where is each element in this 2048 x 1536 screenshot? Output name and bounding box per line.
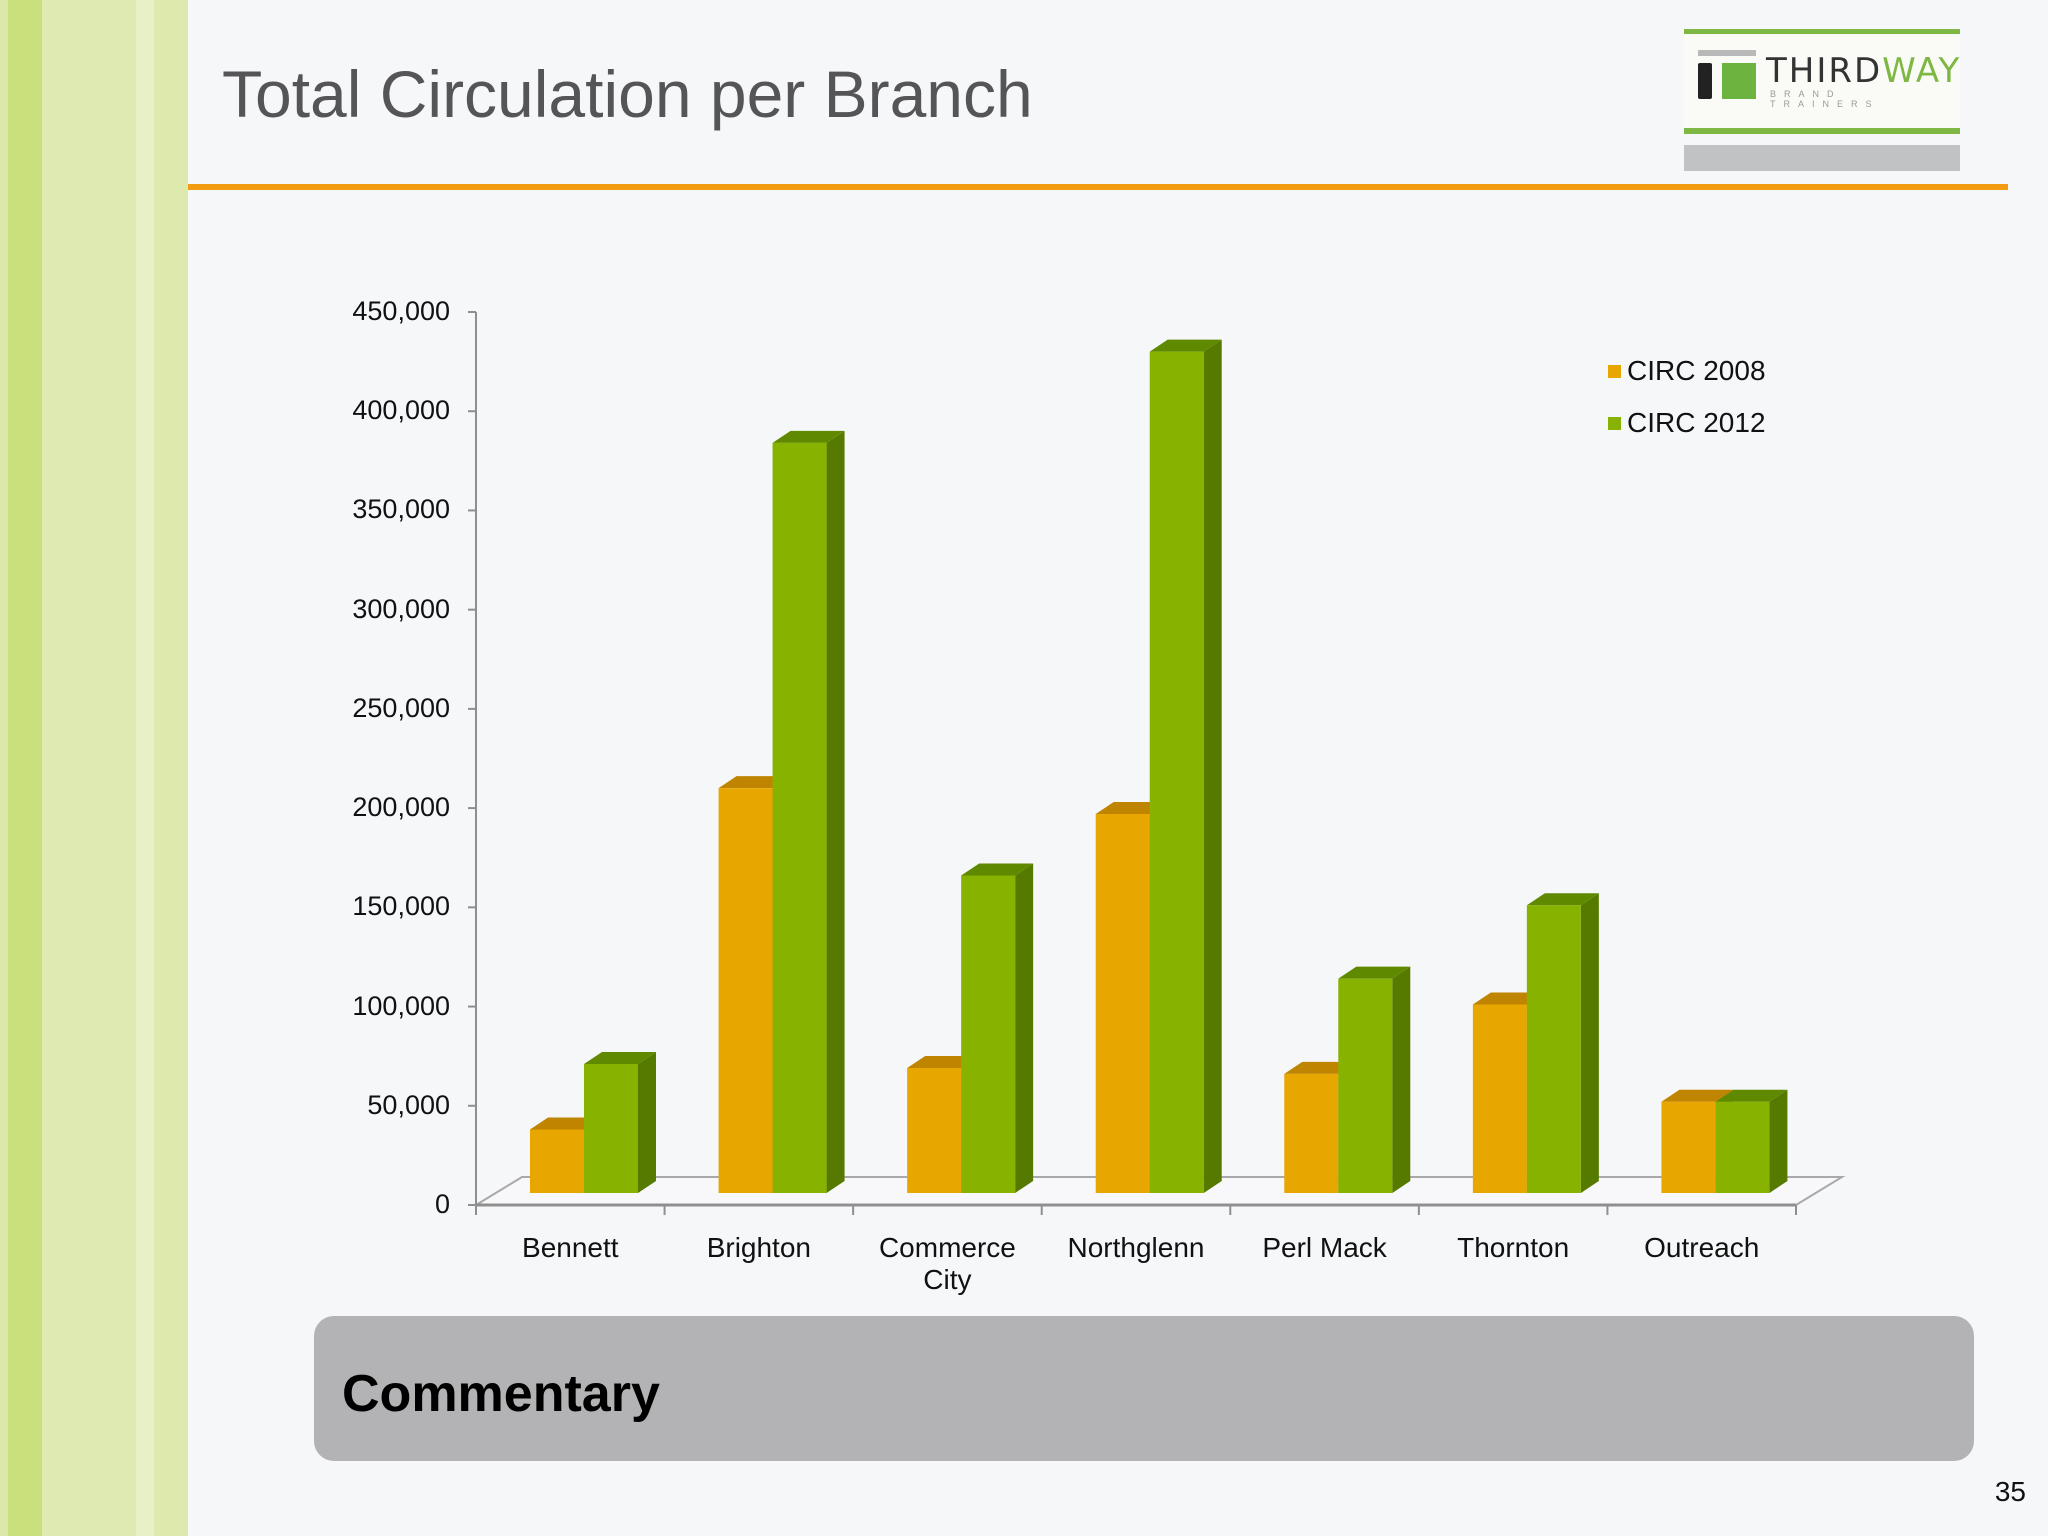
y-tick-label: 250,000 (352, 692, 450, 723)
bar-top-face (1095, 801, 1168, 814)
y-tick-label: 400,000 (352, 395, 450, 426)
logo-mark-square-icon (1722, 63, 1756, 99)
y-tick-label: 50,000 (367, 1089, 450, 1120)
legend-label: CIRC 2008 (1627, 355, 1766, 386)
bar-side-face (1149, 801, 1168, 1193)
legend-label: CIRC 2012 (1627, 407, 1766, 438)
bar-top-face (1472, 992, 1545, 1005)
bar-top-face (961, 863, 1034, 876)
logo-top-bar (1684, 29, 1960, 34)
logo-tagline: BRAND TRAINERS (1770, 89, 1880, 109)
x-tick-label: Commerce City (878, 1232, 1016, 1295)
chart-floor (472, 1176, 1846, 1206)
bar-circ-2008 (1284, 1073, 1339, 1193)
bar-circ-2012 (772, 442, 827, 1193)
logo-word-main: THIRD (1766, 51, 1883, 91)
legend-swatch-icon (1608, 364, 1621, 378)
sidebar-stripe (42, 0, 136, 1536)
x-tick-label: Bennett (522, 1232, 619, 1263)
logo-mark-block-icon (1698, 63, 1712, 99)
y-tick-label: 350,000 (352, 494, 450, 525)
bar-circ-2012 (961, 875, 1016, 1193)
sidebar-stripe (0, 0, 8, 1536)
y-tick-label: 0 (434, 1189, 450, 1219)
bar-circ-2008 (1095, 813, 1150, 1193)
bar-top-face (1661, 1089, 1734, 1102)
bar-side-face (826, 430, 845, 1193)
x-tick-label: Northglenn (1067, 1232, 1205, 1263)
y-tick-label: 450,000 (352, 296, 450, 326)
commentary-heading: Commentary (342, 1365, 660, 1423)
sidebar-stripe (136, 0, 154, 1536)
y-tick-label: 200,000 (352, 792, 450, 823)
bar-circ-2008 (907, 1067, 962, 1193)
bar-side-face (638, 1052, 656, 1193)
bar-top-face (530, 1117, 602, 1130)
bar-top-face (1715, 1089, 1788, 1102)
x-tick-label: Thornton (1457, 1232, 1570, 1263)
bar-top-face (1338, 966, 1411, 979)
logo-bottom-bar (1684, 128, 1960, 134)
bar-top-face (584, 1052, 656, 1065)
logo-word-accent: WAY (1882, 51, 1962, 91)
x-tick-label: Perl Mack (1262, 1232, 1387, 1263)
legend-item: CIRC 2012 (1608, 397, 1766, 449)
bar-circ-2008 (530, 1129, 584, 1193)
bar-circ-2012 (1526, 905, 1581, 1193)
x-tick-label: Outreach (1644, 1232, 1760, 1263)
bar-circ-2008 (1661, 1101, 1716, 1193)
bar-top-face (718, 776, 791, 789)
decorative-sidebar (0, 0, 188, 1536)
logo-wordmark: THIRDWAY (1766, 51, 1961, 91)
logo-grey-band (1684, 145, 1960, 171)
y-tick-label: 300,000 (352, 593, 450, 624)
slide-title: Total Circulation per Branch (222, 57, 1033, 131)
bar-side-face (1526, 992, 1545, 1193)
bar-side-face (961, 1055, 980, 1193)
page-number: 35 (1994, 1476, 2026, 1507)
legend-swatch-icon (1608, 416, 1621, 430)
thirdway-logo: THIRDWAY BRAND TRAINERS (1684, 29, 1960, 171)
bar-top-face (1526, 893, 1599, 906)
bar-circ-2012 (1338, 978, 1393, 1193)
bar-side-face (1015, 863, 1034, 1193)
title-divider (188, 184, 2008, 190)
bar-side-face (1769, 1089, 1788, 1193)
bar-top-face (1284, 1061, 1357, 1074)
commentary-box: Commentary (314, 1316, 1974, 1461)
logo-mark-line-icon (1698, 50, 1756, 56)
bar-circ-2012 (1149, 351, 1204, 1193)
y-tick-label: 100,000 (352, 990, 450, 1021)
bar-side-face (772, 776, 791, 1193)
bar-side-face (1715, 1089, 1734, 1193)
legend-item: CIRC 2008 (1608, 345, 1766, 397)
bar-top-face (1149, 339, 1222, 352)
x-tick-label: Brighton (706, 1232, 811, 1263)
sidebar-stripe (8, 0, 42, 1536)
sidebar-stripe (154, 0, 188, 1536)
chart-legend: CIRC 2008 CIRC 2012 (1608, 345, 1766, 449)
bar-side-face (1392, 966, 1411, 1193)
bar-top-face (907, 1055, 980, 1068)
bar-circ-2012 (584, 1064, 638, 1193)
bar-side-face (1580, 893, 1599, 1193)
bar-side-face (584, 1117, 602, 1193)
bar-side-face (1338, 1061, 1357, 1193)
bar-circ-2008 (1472, 1004, 1527, 1193)
bar-top-face (772, 430, 845, 443)
bar-side-face (1203, 339, 1222, 1193)
bar-circ-2012 (1715, 1101, 1770, 1193)
bar-circ-2008 (718, 788, 773, 1193)
y-tick-label: 150,000 (352, 891, 450, 922)
